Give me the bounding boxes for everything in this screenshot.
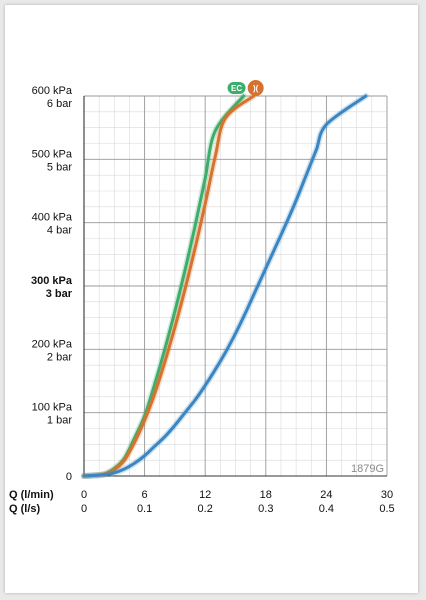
series-badges: EC )(	[227, 80, 264, 96]
y-tick-label-kpa: 300 kPa	[31, 275, 73, 287]
series-line-2	[82, 94, 256, 478]
x-tick-label: 0.4	[319, 503, 334, 515]
y-tick-label-kpa: 400 kPa	[32, 212, 73, 224]
y-tick-label-bar: 3 bar	[46, 288, 73, 300]
series-line-3	[82, 94, 368, 478]
eco-badge-icon: EC	[227, 82, 246, 94]
y-tick-label-kpa: 500 kPa	[32, 148, 73, 160]
x-tick-label: 0	[81, 489, 87, 501]
series-badge-label: )(	[253, 84, 259, 93]
y-tick-label-bar: 4 bar	[47, 225, 72, 237]
flow-restrictor-icon: )(	[247, 80, 264, 96]
eco-badge-shape	[227, 82, 246, 94]
y-tick-label-kpa: 0	[66, 471, 72, 483]
x-tick-label: 24	[320, 489, 332, 501]
x-tick-label: 30	[381, 489, 393, 501]
series-badge-label: EC	[231, 84, 242, 93]
x-tick-label: 0.1	[137, 503, 152, 515]
y-tick-label-kpa: 100 kPa	[32, 402, 73, 414]
y-tick-label-bar: 5 bar	[47, 161, 72, 173]
y-tick-label-kpa: 600 kPa	[32, 85, 73, 97]
x-axis-labels: Q (l/min) 0 6 12 18 24 30 Q (l/s) 0 0.1 0.2 0.3 0.4 0…	[9, 489, 395, 515]
chart-page: 0 100 kPa 1 bar 200 kPa 2 bar 300 kPa 3 bar 400…	[5, 5, 418, 593]
x-tick-label: 12	[199, 489, 211, 501]
x-tick-label: 0.3	[258, 503, 273, 515]
x-tick-label: 6	[142, 489, 148, 501]
chart-series	[81, 93, 369, 479]
x-tick-label: 18	[260, 489, 272, 501]
y-tick-label-bar: 1 bar	[47, 415, 72, 427]
x-tick-label: 0.5	[379, 503, 394, 515]
y-tick-label-kpa: 200 kPa	[32, 338, 73, 350]
x-axis-title: Q (l/s)	[9, 503, 41, 515]
flow-restrictor-badge-shape	[247, 80, 264, 96]
y-tick-label-bar: 6 bar	[47, 98, 72, 110]
x-tick-label: 0	[81, 503, 87, 515]
chart-axes	[83, 96, 387, 477]
x-tick-label: 0.2	[198, 503, 213, 515]
y-tick-label-bar: 2 bar	[47, 351, 72, 363]
chart-code-label: 1879G	[351, 463, 384, 475]
x-axis-title: Q (l/min)	[9, 489, 54, 501]
